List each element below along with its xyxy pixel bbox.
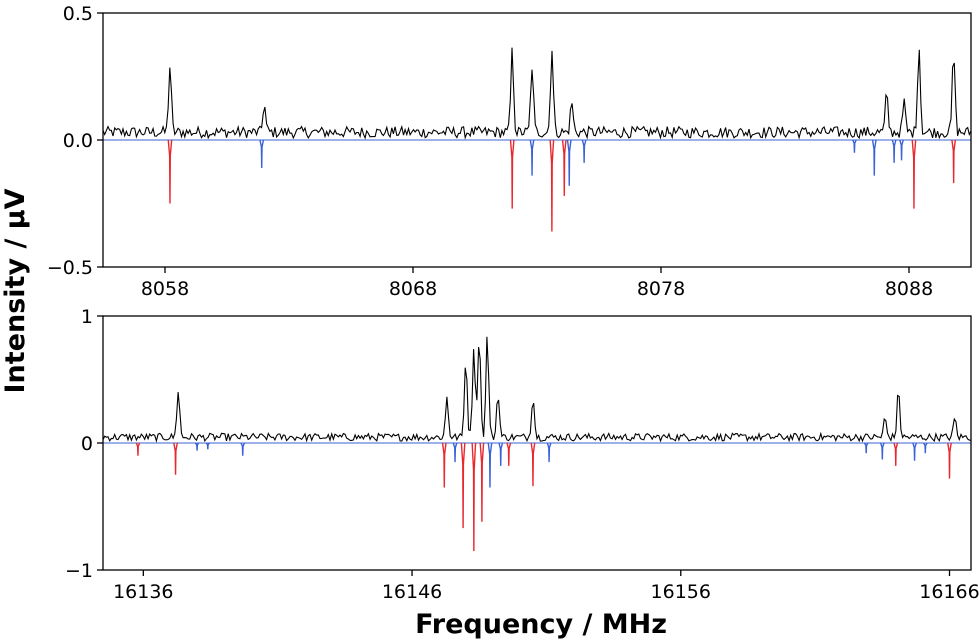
simulated-red-peak — [471, 442, 477, 551]
simulated-red-peak — [947, 442, 952, 479]
x-axis-title: Frequency / MHz — [415, 609, 667, 640]
simulated-blue-peak — [205, 442, 211, 450]
simulated-blue-peak — [452, 442, 458, 463]
simulated-red-peak — [135, 442, 141, 456]
y-tick-label: 1 — [81, 306, 93, 328]
simulated-red-peak — [530, 442, 536, 487]
simulated-red-peak — [506, 442, 512, 466]
y-tick-label: 0 — [81, 433, 93, 455]
simulated-red-peak — [911, 139, 917, 209]
top-plot-area — [103, 47, 971, 232]
observed-spectrum-line — [103, 47, 971, 140]
simulated-blue-peak — [912, 442, 917, 461]
simulated-red-peak — [479, 442, 485, 522]
x-tick-label: 8058 — [141, 278, 189, 300]
y-tick-label: 0.5 — [63, 3, 93, 25]
x-tick-label: 8078 — [637, 278, 685, 300]
simulated-red-peak — [167, 139, 173, 204]
y-axis-title: Intensity / μV — [0, 188, 31, 393]
simulated-red-peak — [893, 442, 899, 466]
simulated-blue-peak — [498, 442, 504, 466]
simulated-blue-peak — [871, 139, 877, 176]
bottom-panel: 16136 16146 16156 16166 −1 0 1 — [65, 306, 980, 603]
simulated-blue-peak — [259, 139, 265, 168]
x-tick-label: 16156 — [651, 581, 711, 603]
simulated-blue-peak — [240, 442, 246, 456]
top-panel: 8058 8068 8078 8088 −0.5 0.0 0.5 — [47, 3, 972, 300]
y-tick-label: −0.5 — [47, 257, 93, 279]
x-tick-label: 16166 — [919, 581, 979, 603]
simulated-blue-peak — [529, 139, 535, 176]
simulated-blue-peak — [863, 442, 869, 454]
simulated-red-peak — [549, 139, 555, 232]
simulated-blue-peak — [487, 442, 493, 488]
x-tick-label: 16146 — [382, 581, 442, 603]
simulated-red-peak — [441, 442, 447, 488]
observed-spectrum-line — [103, 336, 971, 443]
simulated-red-peak — [561, 139, 567, 196]
simulated-red-peak — [951, 139, 957, 184]
bottom-plot-area — [103, 336, 971, 551]
simulated-blue-peak — [194, 442, 200, 451]
simulated-red-peak — [173, 442, 178, 475]
simulated-red-peak — [509, 139, 515, 209]
simulated-blue-peak — [922, 442, 928, 454]
simulated-blue-peak — [566, 139, 572, 186]
simulated-blue-peak — [899, 139, 904, 161]
top-ticks: 8058 8068 8078 8088 −0.5 0.0 0.5 — [47, 3, 933, 300]
y-tick-label: −1 — [65, 560, 93, 582]
y-tick-label: 0.0 — [63, 130, 93, 152]
simulated-red-peak — [460, 442, 466, 529]
simulated-blue-peak — [879, 442, 885, 460]
x-tick-label: 16136 — [113, 581, 173, 603]
simulated-blue-peak — [581, 139, 587, 163]
simulated-blue-peak — [852, 139, 857, 153]
simulated-blue-peak — [546, 442, 552, 463]
x-tick-label: 8068 — [389, 278, 437, 300]
bottom-ticks: 16136 16146 16156 16166 −1 0 1 — [65, 306, 980, 603]
x-tick-label: 8088 — [885, 278, 933, 300]
simulated-blue-peak — [891, 139, 897, 163]
